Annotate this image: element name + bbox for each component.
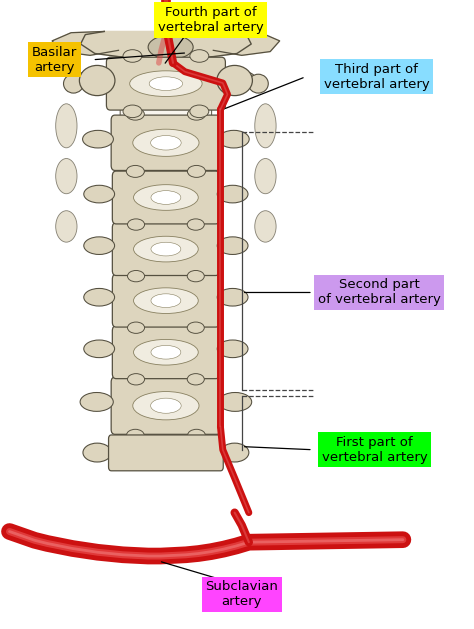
Ellipse shape [255,159,276,194]
FancyBboxPatch shape [112,223,219,276]
Ellipse shape [187,374,204,385]
Ellipse shape [133,129,199,157]
Ellipse shape [83,443,111,462]
Text: Basilar
artery: Basilar artery [32,46,77,74]
Ellipse shape [128,374,145,385]
Ellipse shape [223,71,256,90]
Ellipse shape [133,391,199,420]
Ellipse shape [187,429,205,442]
Text: First part of
vertebral artery: First part of vertebral artery [321,436,428,464]
Ellipse shape [134,340,198,365]
Ellipse shape [128,268,145,279]
FancyBboxPatch shape [120,269,211,281]
FancyBboxPatch shape [120,217,211,230]
Ellipse shape [255,104,276,148]
Text: Third part of
vertebral artery: Third part of vertebral artery [324,63,430,91]
Ellipse shape [128,216,145,228]
Ellipse shape [123,105,142,118]
Ellipse shape [64,74,83,93]
Ellipse shape [190,105,209,118]
FancyBboxPatch shape [120,104,211,121]
Ellipse shape [128,320,145,331]
Ellipse shape [149,77,182,91]
Ellipse shape [84,289,115,306]
FancyBboxPatch shape [112,274,219,327]
Ellipse shape [151,242,181,256]
Ellipse shape [128,322,145,333]
Ellipse shape [187,108,205,120]
Text: Second part
of vertebral artery: Second part of vertebral artery [318,279,441,306]
FancyBboxPatch shape [120,320,211,333]
Ellipse shape [187,270,204,282]
Ellipse shape [128,165,145,176]
Ellipse shape [128,219,145,230]
Text: Fourth part of
vertebral artery: Fourth part of vertebral artery [158,6,264,34]
Ellipse shape [187,268,204,279]
Ellipse shape [187,219,204,230]
Ellipse shape [126,108,144,120]
Ellipse shape [151,398,181,413]
Ellipse shape [84,237,115,255]
Ellipse shape [134,288,198,313]
Ellipse shape [217,237,248,255]
FancyBboxPatch shape [106,57,226,110]
Ellipse shape [255,211,276,242]
FancyBboxPatch shape [120,372,211,384]
Ellipse shape [217,289,248,306]
Ellipse shape [151,191,181,204]
Ellipse shape [123,50,142,62]
Ellipse shape [151,135,181,150]
Ellipse shape [75,71,109,90]
Ellipse shape [220,443,249,462]
Ellipse shape [187,370,205,382]
Ellipse shape [187,322,204,333]
Ellipse shape [187,165,205,177]
FancyBboxPatch shape [111,115,220,170]
Ellipse shape [126,370,144,382]
Ellipse shape [151,294,181,308]
FancyBboxPatch shape [112,326,219,379]
Ellipse shape [84,340,115,358]
Polygon shape [81,31,251,60]
Ellipse shape [128,270,145,282]
Ellipse shape [80,392,113,411]
Polygon shape [52,31,118,55]
Ellipse shape [82,130,113,148]
Ellipse shape [126,429,144,442]
FancyBboxPatch shape [120,164,211,178]
Ellipse shape [151,345,181,359]
Ellipse shape [56,159,77,194]
Text: Subclavian
artery: Subclavian artery [205,581,278,608]
Ellipse shape [217,340,248,358]
Ellipse shape [187,216,204,228]
Ellipse shape [134,237,198,262]
FancyBboxPatch shape [109,435,223,470]
Polygon shape [213,31,280,55]
Ellipse shape [217,186,248,203]
Ellipse shape [219,130,249,148]
FancyBboxPatch shape [111,377,220,434]
FancyBboxPatch shape [112,171,219,224]
Ellipse shape [126,165,144,177]
Ellipse shape [190,50,209,62]
Ellipse shape [79,65,115,96]
Ellipse shape [130,71,202,96]
Ellipse shape [187,320,204,331]
Ellipse shape [187,165,204,176]
Ellipse shape [84,186,115,203]
Ellipse shape [148,35,193,59]
Ellipse shape [219,392,252,411]
Ellipse shape [217,65,252,96]
Ellipse shape [248,74,268,93]
Ellipse shape [56,211,77,242]
Ellipse shape [134,185,198,210]
Ellipse shape [56,104,77,148]
